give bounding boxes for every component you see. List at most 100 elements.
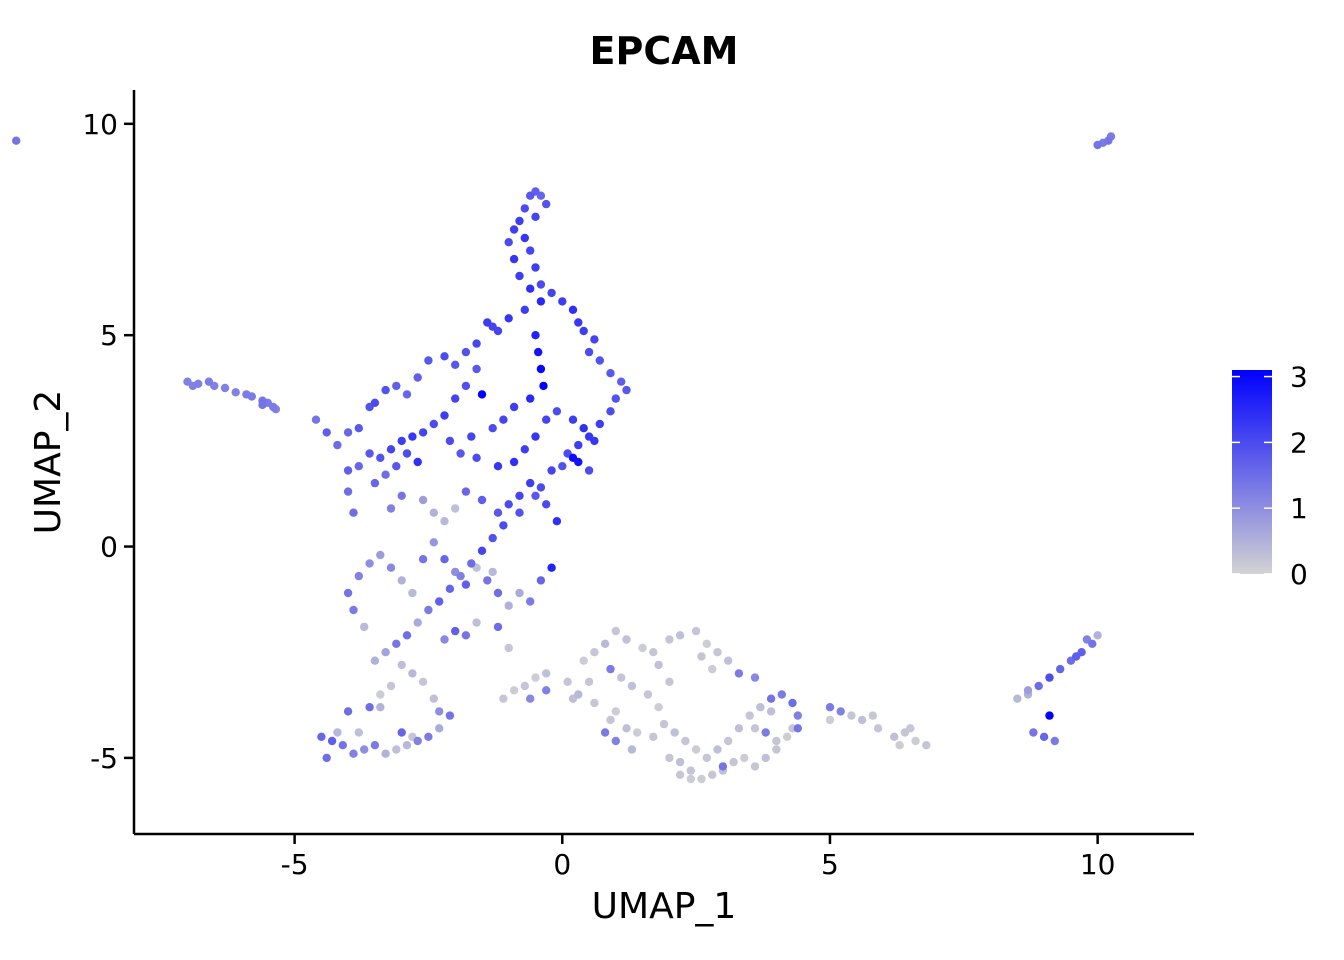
cell-point (611, 626, 620, 636)
y-tick-label: 5 (100, 319, 118, 352)
cell-point (574, 318, 583, 327)
cell-point (526, 191, 535, 200)
cell-point (440, 555, 449, 564)
cell-point (595, 419, 604, 429)
cell-point (665, 753, 674, 763)
x-ticks: -5 0 5 10 (281, 834, 1115, 881)
cell-point (911, 736, 920, 746)
cell-point (376, 550, 385, 560)
cell-point (590, 335, 599, 344)
cell-point (322, 428, 331, 437)
cell-point (1050, 736, 1060, 746)
cell-point (536, 483, 546, 492)
cell-point (611, 394, 620, 403)
cell-point (461, 347, 471, 357)
cell-point (568, 453, 578, 462)
cell-point (365, 703, 374, 712)
cell-point (895, 741, 904, 750)
cell-point (370, 478, 380, 488)
cell-point (534, 347, 543, 357)
cell-point (504, 314, 513, 323)
cell-point (472, 364, 481, 374)
cell-point (606, 715, 615, 725)
y-axis-label: UMAP_2 (28, 390, 69, 535)
cell-point (370, 656, 380, 665)
cell-point (558, 297, 567, 306)
cell-point (418, 555, 428, 564)
cell-point (857, 715, 867, 725)
legend-colorbar (1232, 370, 1272, 574)
cell-point (392, 381, 401, 391)
cell-point (1104, 136, 1113, 145)
cell-point (333, 440, 342, 450)
cell-point (675, 770, 685, 779)
cell-point (649, 648, 658, 657)
cell-point (493, 508, 503, 517)
cell-point (520, 681, 529, 691)
cell-point (493, 588, 503, 598)
x-tick-label: -5 (281, 848, 309, 881)
cell-point (1029, 728, 1038, 737)
cell-point (499, 415, 508, 424)
cell-point (617, 377, 626, 386)
cell-point (504, 643, 513, 653)
cell-point (515, 216, 524, 226)
cell-point (435, 724, 444, 733)
cell-point (654, 703, 663, 712)
cell-point (750, 724, 760, 733)
cell-point (536, 297, 546, 306)
legend-ticks: 0 1 2 3 (1232, 361, 1308, 591)
cell-point (402, 390, 412, 399)
cell-point (697, 652, 706, 661)
cell-point (504, 500, 513, 509)
cell-point (761, 753, 770, 763)
cell-point (477, 390, 487, 399)
cell-point (493, 326, 503, 336)
cell-point (418, 428, 428, 437)
cell-point (531, 673, 540, 682)
cell-point (392, 639, 401, 648)
cell-point (638, 643, 647, 653)
cell-point (509, 457, 519, 467)
cell-point (526, 394, 535, 403)
cell-point (568, 415, 578, 424)
cell-point (204, 377, 214, 386)
cell-point (536, 364, 546, 374)
cell-point (509, 254, 519, 264)
cell-point (750, 673, 760, 682)
cell-point (354, 462, 363, 471)
cell-point (584, 466, 594, 475)
cell-point (734, 669, 744, 678)
cell-point (349, 749, 358, 758)
cell-point (354, 728, 363, 737)
cell-point (1093, 631, 1102, 640)
cell-point (542, 500, 551, 509)
cell-point (376, 690, 385, 699)
chart-title: EPCAM (590, 29, 739, 73)
cell-point (231, 388, 240, 397)
cell-point (504, 601, 513, 610)
cell-point (12, 136, 21, 145)
cell-point (467, 559, 476, 568)
cell-point (558, 462, 567, 471)
cell-point (665, 677, 674, 686)
cell-point (531, 491, 540, 500)
cell-point (702, 639, 711, 648)
cell-point (397, 436, 406, 446)
cell-point (343, 487, 353, 496)
cell-point (542, 686, 551, 695)
cell-point (1093, 140, 1102, 150)
cell-point (724, 736, 733, 746)
cell-point (590, 648, 599, 657)
color-legend: 0 1 2 3 (1232, 361, 1308, 591)
cell-point (370, 398, 380, 407)
cell-point (520, 204, 529, 213)
cell-point (408, 669, 417, 678)
cell-point (681, 736, 690, 746)
cell-point (600, 639, 610, 648)
cell-point (360, 622, 369, 632)
cell-point (724, 656, 733, 665)
cell-point (772, 736, 781, 746)
legend-tick-label: 1 (1290, 492, 1308, 525)
